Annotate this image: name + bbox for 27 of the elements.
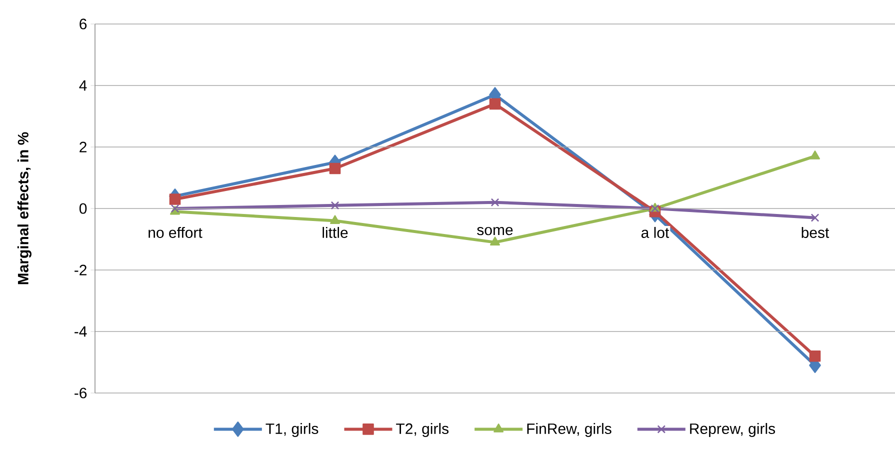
legend-label: T2, girls bbox=[396, 423, 449, 437]
x-tick-label: some bbox=[477, 226, 513, 236]
legend-label: Reprew, girls bbox=[690, 423, 776, 437]
point bbox=[809, 350, 821, 362]
point bbox=[330, 215, 340, 224]
point bbox=[330, 201, 340, 210]
point bbox=[329, 162, 341, 174]
y-tick-label: -4 bbox=[74, 326, 87, 337]
legend-label: T1, girls bbox=[266, 423, 318, 437]
y-tick-label: 2 bbox=[80, 142, 86, 152]
point bbox=[810, 150, 820, 160]
point bbox=[490, 236, 500, 246]
x-tick-label: no effort bbox=[148, 226, 202, 238]
y-tick-label: 4 bbox=[79, 80, 87, 91]
x-tick-label: best bbox=[802, 226, 830, 238]
legend-label: FinRew, girls bbox=[527, 423, 612, 437]
y-tick-label: -6 bbox=[74, 388, 87, 398]
point bbox=[810, 214, 820, 222]
y-tick-label: 0 bbox=[79, 203, 87, 214]
y-axis-title: Marginal effects, in % bbox=[17, 132, 32, 284]
y-tick-label: -2 bbox=[74, 264, 86, 276]
y-tick-label: 6 bbox=[80, 18, 87, 30]
point bbox=[169, 194, 181, 205]
point bbox=[489, 98, 501, 110]
x-tick-label: little bbox=[322, 226, 348, 238]
point bbox=[490, 198, 500, 207]
x-tick-label: a lot bbox=[641, 226, 670, 238]
